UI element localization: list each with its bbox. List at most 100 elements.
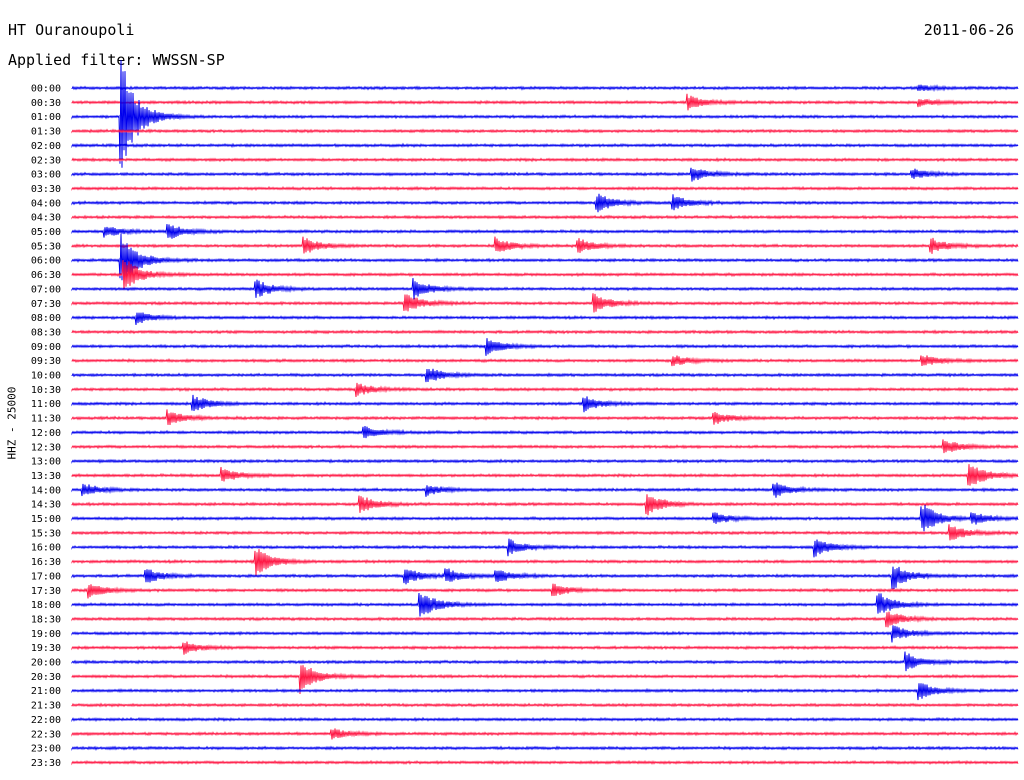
trace-line: [71, 260, 1019, 291]
time-label: 22:30: [31, 729, 61, 740]
trace-line: [71, 329, 1019, 335]
trace-line: [71, 549, 1019, 576]
trace-line: [71, 665, 1019, 695]
trace-line: [71, 84, 1019, 93]
time-label: 07:00: [31, 284, 61, 295]
time-label: 12:00: [31, 428, 61, 439]
trace-line: [71, 611, 1019, 628]
time-label: 10:00: [31, 371, 61, 382]
trace-line: [71, 236, 1019, 254]
trace-line: [71, 214, 1019, 220]
trace-line: [71, 538, 1019, 558]
trace-line: [71, 592, 1019, 617]
time-label: 19:00: [31, 629, 61, 640]
trace-line: [71, 716, 1019, 723]
trace-line: [71, 625, 1019, 643]
trace-line: [71, 193, 1019, 213]
trace-line: [71, 394, 1019, 413]
trace-line: [71, 566, 1019, 590]
trace-line: [71, 157, 1019, 163]
trace-line: [71, 583, 1019, 599]
time-label: 14:00: [31, 485, 61, 496]
time-label: 05:30: [31, 241, 61, 252]
trace-line: [71, 368, 1019, 383]
time-label: 15:30: [31, 528, 61, 539]
trace-line: [71, 702, 1019, 708]
trace-line: [71, 142, 1019, 149]
time-label: 11:00: [31, 399, 61, 410]
time-label: 21:30: [31, 701, 61, 712]
time-label: 10:30: [31, 385, 61, 396]
trace-line: [71, 278, 1019, 300]
trace-line: [71, 759, 1019, 766]
time-label: 01:00: [31, 112, 61, 123]
filter-label: Applied filter: WWSSN-SP: [8, 51, 225, 69]
time-label: 18:00: [31, 600, 61, 611]
time-label: 23:30: [31, 758, 61, 769]
trace-line: [71, 482, 1019, 498]
time-label: 00:30: [31, 98, 61, 109]
time-label: 06:00: [31, 256, 61, 267]
time-label: 15:00: [31, 514, 61, 525]
time-label: 03:30: [31, 184, 61, 195]
trace-line: [71, 439, 1019, 454]
time-label: 23:00: [31, 744, 61, 755]
time-label: 16:30: [31, 557, 61, 568]
time-label: 09:30: [31, 356, 61, 367]
trace-line: [71, 409, 1019, 426]
time-label: 05:00: [31, 227, 61, 238]
time-label: 04:00: [31, 198, 61, 209]
time-label: 18:30: [31, 614, 61, 625]
trace-line: [71, 458, 1019, 464]
trace-line: [71, 233, 1019, 281]
trace-line: [71, 683, 1019, 701]
time-label: 04:30: [31, 213, 61, 224]
trace-line: [71, 651, 1019, 672]
time-label: 07:30: [31, 299, 61, 310]
time-label: 02:00: [31, 141, 61, 152]
time-label: 17:00: [31, 571, 61, 582]
trace-line: [71, 167, 1019, 182]
time-label: 12:30: [31, 442, 61, 453]
time-label: 06:30: [31, 270, 61, 281]
time-label: 13:00: [31, 457, 61, 468]
trace-line: [71, 464, 1019, 486]
time-label: 20:30: [31, 672, 61, 683]
time-label: 01:30: [31, 127, 61, 138]
time-label: 20:00: [31, 658, 61, 669]
trace-line: [71, 641, 1019, 655]
time-label: 22:00: [31, 715, 61, 726]
trace-line: [71, 504, 1019, 532]
time-label: 21:00: [31, 686, 61, 697]
trace-line: [71, 745, 1019, 751]
trace-line: [71, 60, 1019, 168]
time-label: 16:00: [31, 543, 61, 554]
trace-line: [71, 728, 1019, 740]
trace-line: [71, 338, 1019, 356]
time-label: 09:00: [31, 342, 61, 353]
trace-line: [71, 293, 1019, 313]
time-label: 14:30: [31, 500, 61, 511]
trace-line: [71, 382, 1019, 398]
time-label: 08:30: [31, 327, 61, 338]
time-label: 13:30: [31, 471, 61, 482]
time-label: 19:30: [31, 643, 61, 654]
trace-line: [71, 128, 1019, 134]
station-name: HT Ouranoupoli: [8, 21, 135, 39]
time-label: 17:30: [31, 586, 61, 597]
trace-line: [71, 224, 1019, 239]
trace-line: [71, 355, 1019, 367]
time-label: 02:30: [31, 155, 61, 166]
trace-line: [71, 185, 1019, 192]
trace-line: [71, 524, 1019, 541]
trace-line: [71, 425, 1019, 439]
time-label: 03:00: [31, 170, 61, 181]
time-label: 08:00: [31, 313, 61, 324]
trace-line: [71, 93, 1019, 111]
time-label: 11:30: [31, 414, 61, 425]
time-label: 00:00: [31, 84, 61, 95]
date-label: 2011-06-26: [923, 21, 1014, 39]
trace-line: [71, 494, 1019, 516]
trace-line: [71, 312, 1019, 326]
